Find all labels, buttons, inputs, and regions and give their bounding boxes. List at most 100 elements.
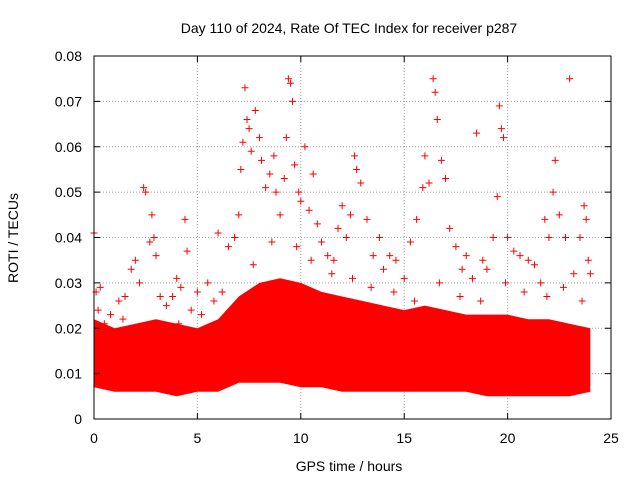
data-point — [245, 125, 253, 133]
data-point — [576, 234, 584, 241]
data-point — [530, 261, 538, 269]
data-point — [334, 224, 342, 232]
x-tick-labels: 0 5 10 15 20 25 — [90, 430, 619, 446]
data-point — [351, 152, 359, 160]
data-point — [400, 274, 408, 282]
y-tick-label: 0.06 — [55, 139, 82, 155]
data-point — [421, 152, 429, 160]
data-point — [127, 265, 135, 273]
data-point — [375, 234, 383, 241]
y-tick-label: 0.04 — [55, 230, 82, 246]
data-point — [94, 306, 102, 314]
y-tick-label: 0 — [74, 411, 82, 427]
y-tick-labels: 0 0.01 0.02 0.03 0.04 0.05 0.06 0.07 0.08 — [55, 48, 82, 427]
data-point — [456, 292, 464, 300]
dense-band-area — [94, 278, 591, 397]
x-axis-label: GPS time / hours — [296, 458, 403, 474]
data-point — [342, 234, 350, 241]
data-point — [586, 270, 594, 278]
data-point — [324, 252, 332, 260]
data-point — [231, 234, 239, 241]
data-point — [555, 211, 563, 219]
data-point — [477, 297, 485, 305]
data-point — [313, 220, 321, 228]
data-point — [297, 197, 305, 205]
data-point — [270, 152, 278, 160]
x-tick-label: 20 — [500, 430, 516, 446]
data-point — [262, 184, 270, 192]
data-point — [247, 147, 255, 155]
data-point — [284, 75, 292, 83]
data-point — [198, 311, 206, 319]
data-point — [237, 165, 245, 173]
data-point — [183, 247, 191, 255]
data-point — [289, 97, 297, 105]
data-point — [249, 261, 257, 269]
data-point — [541, 215, 549, 223]
data-point — [218, 288, 226, 296]
data-point — [135, 279, 143, 287]
data-point — [473, 129, 481, 137]
data-point — [107, 311, 115, 319]
data-point — [307, 256, 315, 264]
data-point — [280, 175, 288, 183]
y-tick-label: 0.02 — [55, 320, 82, 336]
y-tick-label: 0.03 — [55, 275, 82, 291]
data-point — [169, 292, 177, 300]
data-point — [452, 243, 460, 251]
data-point — [222, 311, 230, 319]
data-point — [346, 211, 354, 219]
data-point — [413, 215, 421, 223]
data-point — [425, 179, 433, 187]
data-point — [559, 283, 567, 291]
data-point — [483, 265, 491, 273]
data-point — [419, 184, 427, 192]
data-point — [133, 338, 141, 346]
data-point — [545, 234, 553, 241]
dense-data-band — [94, 278, 591, 397]
data-point — [255, 134, 263, 142]
data-point — [367, 283, 375, 291]
data-point — [502, 279, 510, 287]
data-point — [516, 252, 524, 260]
data-point — [570, 270, 578, 278]
data-point — [462, 252, 470, 260]
x-tick-label: 0 — [90, 430, 98, 446]
x-tick-label: 15 — [396, 430, 412, 446]
data-point — [200, 333, 208, 341]
data-point — [241, 84, 249, 92]
data-point — [140, 184, 148, 192]
data-point — [177, 283, 185, 291]
data-point — [543, 292, 551, 300]
x-tick-label: 25 — [603, 430, 619, 446]
data-point — [435, 279, 443, 287]
data-point — [349, 274, 356, 282]
chart-title: Day 110 of 2024, Rate Of TEC Index for r… — [181, 20, 518, 36]
data-point — [210, 297, 218, 305]
data-point — [272, 188, 280, 196]
data-point — [499, 134, 507, 142]
data-point — [497, 125, 505, 133]
data-point — [406, 238, 414, 246]
data-point — [115, 297, 123, 305]
data-point — [549, 188, 557, 196]
data-point — [433, 116, 441, 124]
data-point — [152, 252, 160, 260]
y-tick-label: 0.01 — [55, 366, 82, 382]
data-point — [111, 333, 119, 341]
data-point — [266, 170, 274, 178]
data-point — [100, 320, 108, 328]
data-point — [357, 179, 365, 187]
data-point — [386, 252, 394, 260]
data-point — [431, 88, 439, 96]
data-point — [301, 143, 309, 151]
data-point — [119, 315, 127, 323]
data-point — [268, 238, 276, 246]
data-point — [429, 75, 437, 83]
data-point — [411, 297, 419, 305]
data-point — [328, 270, 336, 278]
y-tick-label: 0.08 — [55, 48, 82, 64]
data-point — [181, 215, 189, 223]
data-point — [142, 188, 150, 196]
